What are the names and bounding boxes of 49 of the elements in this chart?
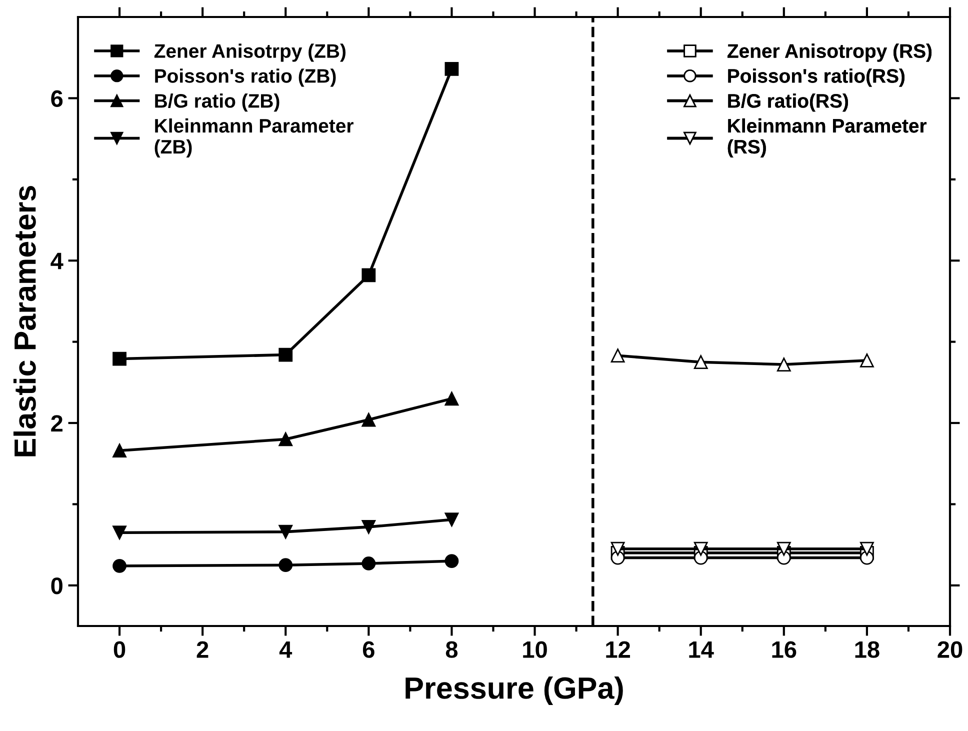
legend-label: Kleinmann Parameter (ZB) — [154, 118, 354, 158]
point — [362, 556, 376, 570]
point — [362, 520, 376, 534]
x-tick-label: 14 — [689, 641, 714, 658]
point — [444, 62, 459, 76]
x-tick-label: 18 — [855, 641, 880, 658]
point — [112, 558, 126, 573]
y-tick-label: 0 — [51, 577, 62, 594]
point — [860, 354, 874, 368]
legend-label: Poisson's ratio(RS) — [728, 68, 904, 87]
point — [610, 542, 625, 556]
x-tick-label: 6 — [362, 641, 374, 658]
point — [278, 558, 293, 572]
point — [694, 542, 708, 556]
legend-label: B/G ratio (ZB) — [155, 94, 280, 112]
point — [610, 348, 625, 363]
point — [776, 358, 791, 372]
point — [776, 542, 791, 556]
legend-label: Zener Anisotropy (RS) — [727, 44, 932, 62]
legend-label: B/G ratio(RS) — [728, 94, 848, 112]
x-tick-label: 12 — [606, 641, 630, 658]
point — [278, 432, 293, 446]
y-axis-title: Elastic Parameters — [13, 186, 36, 456]
point — [112, 526, 126, 540]
y-tick-label: 6 — [51, 90, 63, 107]
x-tick-label: 2 — [196, 641, 208, 658]
y-tick-label: 4 — [50, 252, 64, 270]
legend-label: Poisson's ratio (ZB) — [155, 68, 336, 87]
x-tick-label: 20 — [938, 641, 962, 658]
point — [112, 444, 126, 458]
legend-label: Zener Anisotrpy (ZB) — [154, 44, 346, 62]
x-tick-label: 16 — [772, 641, 796, 658]
legend-label: Kleinmann Parameter (RS) — [728, 118, 927, 158]
point — [444, 554, 459, 568]
point — [860, 542, 874, 556]
x-tick-label: 10 — [523, 641, 547, 658]
point — [444, 512, 459, 527]
point — [112, 352, 126, 366]
point — [278, 524, 293, 539]
point — [694, 355, 708, 370]
point — [278, 348, 293, 362]
point — [444, 392, 459, 406]
x-tick-label: 0 — [114, 641, 126, 658]
y-tick-label: 2 — [51, 415, 62, 432]
x-axis-title: Pressure (GPa) — [406, 676, 623, 705]
x-tick-label: 4 — [279, 641, 292, 658]
x-tick-label: 8 — [446, 641, 458, 658]
point — [362, 268, 376, 282]
point — [362, 412, 376, 427]
